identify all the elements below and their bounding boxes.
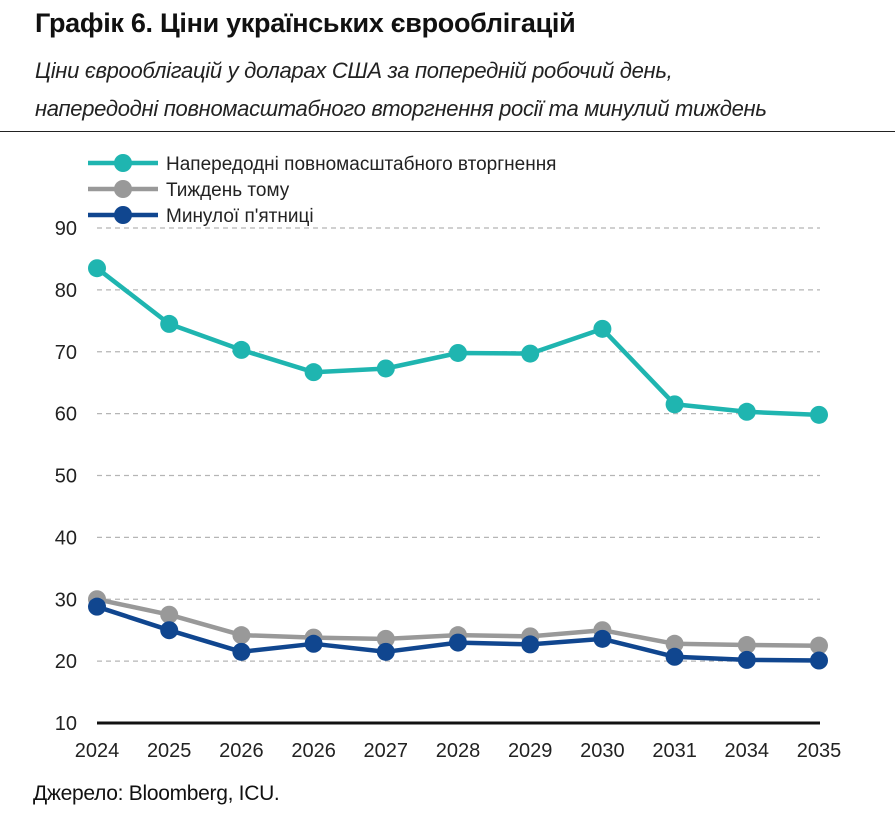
x-tick-label-0: 2024	[75, 740, 120, 762]
data-point-s0-6	[521, 344, 540, 363]
x-tick-label-2: 2026	[219, 740, 264, 762]
y-tick-label-70: 70	[55, 342, 77, 364]
series-2	[88, 597, 828, 670]
legend-marker-0	[114, 154, 132, 172]
x-tick-label-4: 2027	[364, 740, 409, 762]
data-point-s2-1	[160, 621, 179, 640]
data-point-s2-5	[449, 633, 467, 652]
legend-item-1: Тиждень тому	[88, 180, 290, 201]
gridlines	[97, 227, 820, 662]
y-tick-label-90: 90	[55, 218, 77, 240]
data-point-s0-2	[232, 340, 251, 359]
x-tick-label-10: 2035	[797, 740, 842, 762]
data-point-s0-8	[665, 395, 684, 414]
data-point-s2-3	[304, 634, 323, 653]
x-tick-label-7: 2030	[580, 740, 625, 762]
data-point-s0-0	[88, 259, 106, 278]
x-tick-label-8: 2031	[652, 740, 697, 762]
data-point-s1-2	[232, 626, 251, 645]
legend-item-2: Минулої п'ятниці	[88, 206, 314, 227]
source-note: Джерело: Bloomberg, ICU.	[33, 782, 280, 805]
x-tick-label-1: 2025	[147, 740, 192, 762]
x-tick-label-5: 2028	[436, 740, 481, 762]
x-tick-label-6: 2029	[508, 740, 553, 762]
x-tick-label-3: 2026	[291, 740, 336, 762]
data-point-s0-10	[810, 405, 828, 424]
data-point-s2-9	[737, 650, 756, 669]
data-point-s0-7	[593, 319, 612, 338]
series-group	[88, 259, 828, 670]
y-tick-label-20: 20	[55, 651, 77, 673]
data-point-s0-5	[449, 343, 467, 362]
data-point-s1-9	[737, 636, 756, 655]
legend-marker-1	[114, 180, 132, 198]
y-tick-label-40: 40	[55, 527, 77, 549]
data-point-s2-4	[376, 642, 395, 661]
y-tick-label-60: 60	[55, 404, 77, 426]
header-divider	[0, 131, 895, 132]
legend-label-0: Напередодні повномасштабного вторгнення	[166, 154, 556, 175]
data-point-s1-10	[810, 636, 828, 655]
legend: Напередодні повномасштабного вторгнення Т…	[88, 154, 556, 227]
x-tick-label-9: 2034	[725, 740, 770, 762]
data-point-s0-9	[737, 402, 756, 421]
data-point-s0-3	[304, 363, 323, 382]
data-point-s0-4	[376, 359, 395, 378]
legend-label-2: Минулої п'ятниці	[166, 206, 314, 227]
chart-subtitle-line-2: напередодні повномасштабного вторгнення …	[35, 96, 767, 121]
y-tick-label-50: 50	[55, 466, 77, 488]
data-point-s1-1	[160, 605, 179, 624]
data-point-s1-4	[376, 629, 395, 648]
data-point-s2-0	[88, 597, 106, 616]
legend-marker-2	[114, 206, 132, 224]
data-point-s2-6	[521, 635, 540, 654]
data-point-s2-7	[593, 629, 612, 648]
legend-label-1: Тиждень тому	[166, 180, 290, 201]
series-0	[88, 259, 828, 424]
legend-item-0: Напередодні повномасштабного вторгнення	[88, 154, 556, 175]
chart-title: Графік 6. Ціни українських єврооблігацій	[35, 8, 576, 38]
chart-subtitle-line-1: Ціни єврооблігацій у доларах США за попе…	[35, 58, 673, 83]
data-point-s2-2	[232, 642, 251, 661]
data-point-s2-10	[810, 651, 828, 670]
y-tick-label-10: 10	[55, 713, 77, 735]
y-tick-label-80: 80	[55, 280, 77, 302]
y-tick-label-30: 30	[55, 589, 77, 611]
data-point-s0-1	[160, 314, 179, 333]
data-point-s1-8	[665, 634, 684, 653]
data-point-s2-8	[665, 647, 684, 666]
